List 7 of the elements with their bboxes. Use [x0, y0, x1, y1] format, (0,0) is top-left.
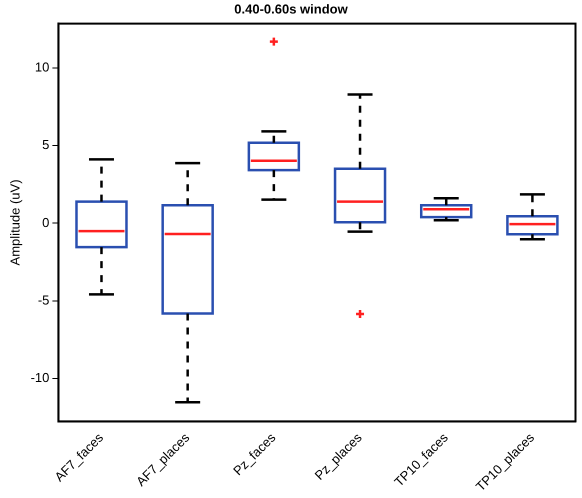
- y-tick-label: 5: [42, 137, 50, 152]
- chart-title: 0.40-0.60s window: [234, 1, 349, 16]
- y-axis-title: Amplitude (uV): [7, 179, 22, 266]
- y-tick-label: -10: [30, 370, 50, 386]
- y-tick-label: 0: [42, 214, 50, 230]
- y-tick-label: 10: [34, 59, 50, 74]
- y-tick-label: -5: [38, 292, 50, 308]
